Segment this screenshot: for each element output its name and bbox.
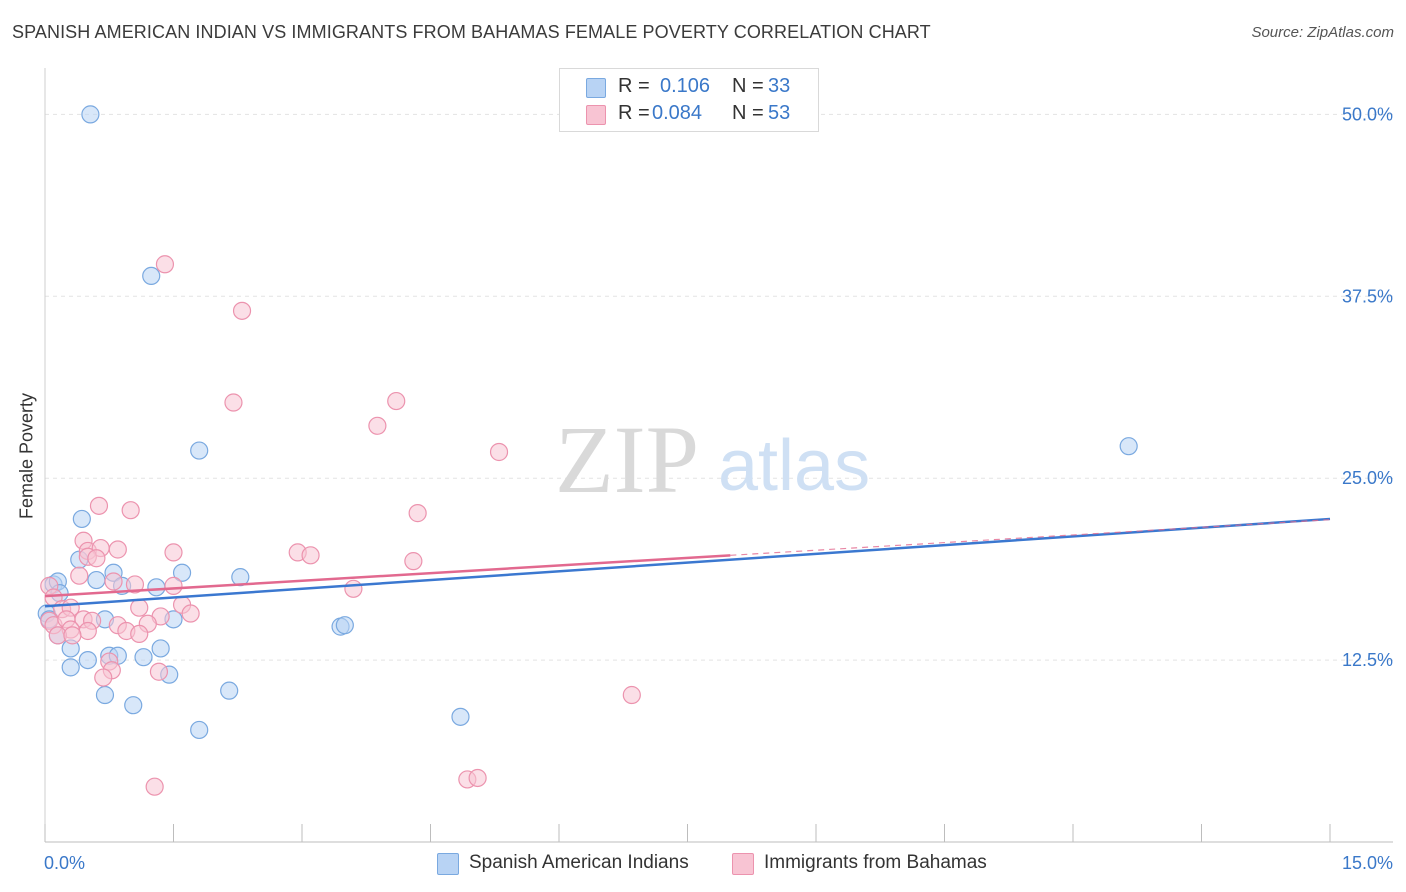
data-point-pink	[125, 575, 145, 594]
data-point-pink	[130, 598, 149, 617]
correlation-legend: R = 0.106 N = 33 R = 0.084 N = 53	[559, 68, 819, 132]
y-tick-label: 50.0%	[1342, 104, 1393, 124]
data-point-pink	[622, 685, 641, 705]
data-point-blue	[451, 707, 470, 726]
data-point-pink	[94, 668, 113, 687]
data-point-pink	[130, 624, 149, 644]
data-point-blue	[61, 658, 80, 677]
n-value: 33	[768, 75, 791, 97]
data-point-blue	[142, 266, 161, 286]
data-point-pink	[121, 501, 140, 520]
data-point-pink	[301, 546, 320, 565]
grid-layer	[45, 113, 1393, 661]
data-point-pink	[368, 416, 387, 435]
x-tick-label: 15.0%	[1342, 853, 1393, 873]
y-tick-label: 12.5%	[1342, 650, 1393, 670]
trend-line-pink-extension	[730, 519, 1331, 556]
data-point-blue	[124, 696, 143, 715]
legend-label: Spanish American Indians	[469, 852, 689, 873]
source-label: Source: ZipAtlas.com	[1251, 24, 1394, 41]
data-point-blue	[151, 639, 170, 658]
legend-label: Immigrants from Bahamas	[764, 852, 987, 873]
data-point-pink	[89, 496, 109, 515]
legend-swatch-blue	[437, 853, 459, 875]
data-point-blue	[172, 563, 192, 582]
trend-line-blue	[44, 517, 1331, 608]
data-point-pink	[232, 301, 252, 320]
data-point-pink	[149, 662, 169, 681]
watermark-atlas: atlas	[718, 426, 870, 506]
data-point-blue	[220, 681, 239, 700]
data-point-pink	[145, 777, 164, 796]
trend-layer	[44, 517, 1331, 608]
data-point-pink	[164, 543, 183, 562]
x-tick-label: 0.0%	[44, 853, 85, 873]
data-point-pink	[104, 572, 123, 591]
data-point-pink	[78, 621, 97, 641]
legend-swatch-blue	[586, 78, 606, 98]
data-point-pink	[489, 442, 509, 462]
data-point-pink	[164, 576, 183, 595]
data-point-pink	[404, 552, 423, 571]
data-point-blue	[81, 105, 100, 124]
points-layer	[37, 105, 1138, 796]
data-point-pink	[87, 549, 106, 568]
r-label: R =	[618, 75, 650, 97]
data-point-pink	[224, 393, 243, 412]
data-point-blue	[190, 441, 209, 460]
data-point-pink	[344, 579, 363, 598]
data-point-pink	[181, 604, 200, 623]
watermark-zip: ZIP	[555, 406, 699, 513]
axes-layer	[44, 68, 1393, 843]
legend-swatch-pink	[586, 105, 606, 125]
data-point-pink	[387, 391, 406, 411]
data-point-blue	[134, 648, 153, 667]
n-label: N =	[732, 75, 764, 97]
watermark: ZIP atlas	[555, 406, 870, 513]
data-point-blue	[78, 650, 97, 670]
data-point-blue	[72, 509, 91, 529]
n-value: 53	[768, 102, 791, 124]
trend-line-pink	[44, 554, 731, 598]
data-point-pink	[108, 540, 127, 559]
y-tick-label: 25.0%	[1342, 468, 1393, 488]
data-point-blue	[87, 570, 106, 590]
data-point-blue	[147, 578, 166, 597]
n-label: N =	[732, 102, 764, 124]
tick-labels: 12.5% 25.0% 37.5% 50.0% 0.0% 15.0%	[44, 104, 1393, 873]
r-value: 0.084	[652, 102, 703, 124]
data-point-blue	[335, 616, 354, 635]
data-point-blue	[95, 685, 115, 705]
data-point-blue	[1119, 437, 1138, 456]
data-point-pink	[468, 768, 487, 788]
legend-swatch-pink	[732, 853, 754, 875]
r-value: 0.106	[660, 75, 711, 97]
y-tick-label: 37.5%	[1342, 286, 1393, 306]
r-label: R =	[618, 102, 650, 124]
data-point-pink	[155, 255, 175, 274]
data-point-blue	[190, 720, 209, 740]
data-point-pink	[408, 504, 427, 523]
chart-title: SPANISH AMERICAN INDIAN VS IMMIGRANTS FR…	[12, 22, 931, 42]
data-point-pink	[70, 566, 89, 585]
data-point-pink	[63, 626, 82, 645]
